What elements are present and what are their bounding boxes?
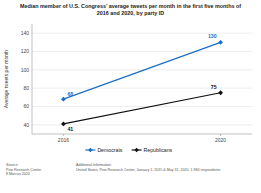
y-tick-label: 60: [23, 103, 29, 109]
grid-line: [32, 106, 252, 107]
text-line: United States, Pew Research Center, Janu…: [76, 168, 220, 172]
text-line: Source:: [6, 163, 18, 167]
plot-area: [61, 40, 223, 126]
title: Median member of U.S. Congress’ average …: [20, 3, 241, 16]
legend-item: Republicans: [132, 147, 173, 153]
series-line: [63, 42, 220, 99]
legend-marker: [88, 148, 92, 152]
marker: [61, 122, 66, 127]
grid: [32, 33, 252, 125]
legend-label: Democrats: [97, 147, 122, 153]
series-line: [63, 93, 220, 124]
legend-item: Democrats: [85, 147, 122, 153]
y-tick-label: 100: [21, 67, 30, 73]
annotation: Additional Information:United States, Pe…: [76, 163, 220, 172]
text-line: Pew Research Center: [6, 168, 42, 172]
grid-line: [32, 33, 252, 34]
legend-label: Republicans: [144, 147, 173, 153]
grid-line: [32, 88, 252, 89]
text-line: Additional Information:: [76, 163, 112, 167]
legend: Democrats Republicans: [85, 147, 172, 153]
y-tick-label: 40: [23, 122, 29, 128]
x-tick-label: 2016: [58, 137, 69, 143]
text-line: 8 Marcus 2020: [6, 172, 30, 176]
y-tick-label: 140: [21, 30, 30, 36]
x-axis-line: [32, 134, 252, 135]
marker: [61, 97, 66, 102]
marker: [218, 90, 223, 95]
x-tick: [220, 134, 221, 136]
data-labels: 68 130 41 75: [67, 33, 216, 132]
marker: [218, 40, 223, 45]
legend-marker: [134, 148, 138, 152]
data-label: 68: [67, 91, 73, 97]
text-line: Median member of U.S. Congress’ average …: [20, 3, 241, 9]
data-label: 41: [67, 126, 73, 132]
y-axis-line: [32, 24, 33, 134]
chart: Median member of U.S. Congress’ average …: [0, 0, 261, 193]
data-label: 75: [211, 84, 217, 90]
y-tick-label: 80: [23, 85, 29, 91]
y-tick-label: 120: [21, 48, 30, 54]
y-axis-label: Average tweets per month: [3, 50, 9, 108]
grid-line: [32, 51, 252, 52]
text-line: 2016 and 2020, by party ID: [97, 10, 165, 16]
x-tick-label: 2020: [215, 137, 226, 143]
data-label: 130: [208, 33, 217, 39]
x-tick: [63, 134, 64, 136]
annotation: Source:Pew Research Center8 Marcus 2020: [6, 163, 42, 176]
